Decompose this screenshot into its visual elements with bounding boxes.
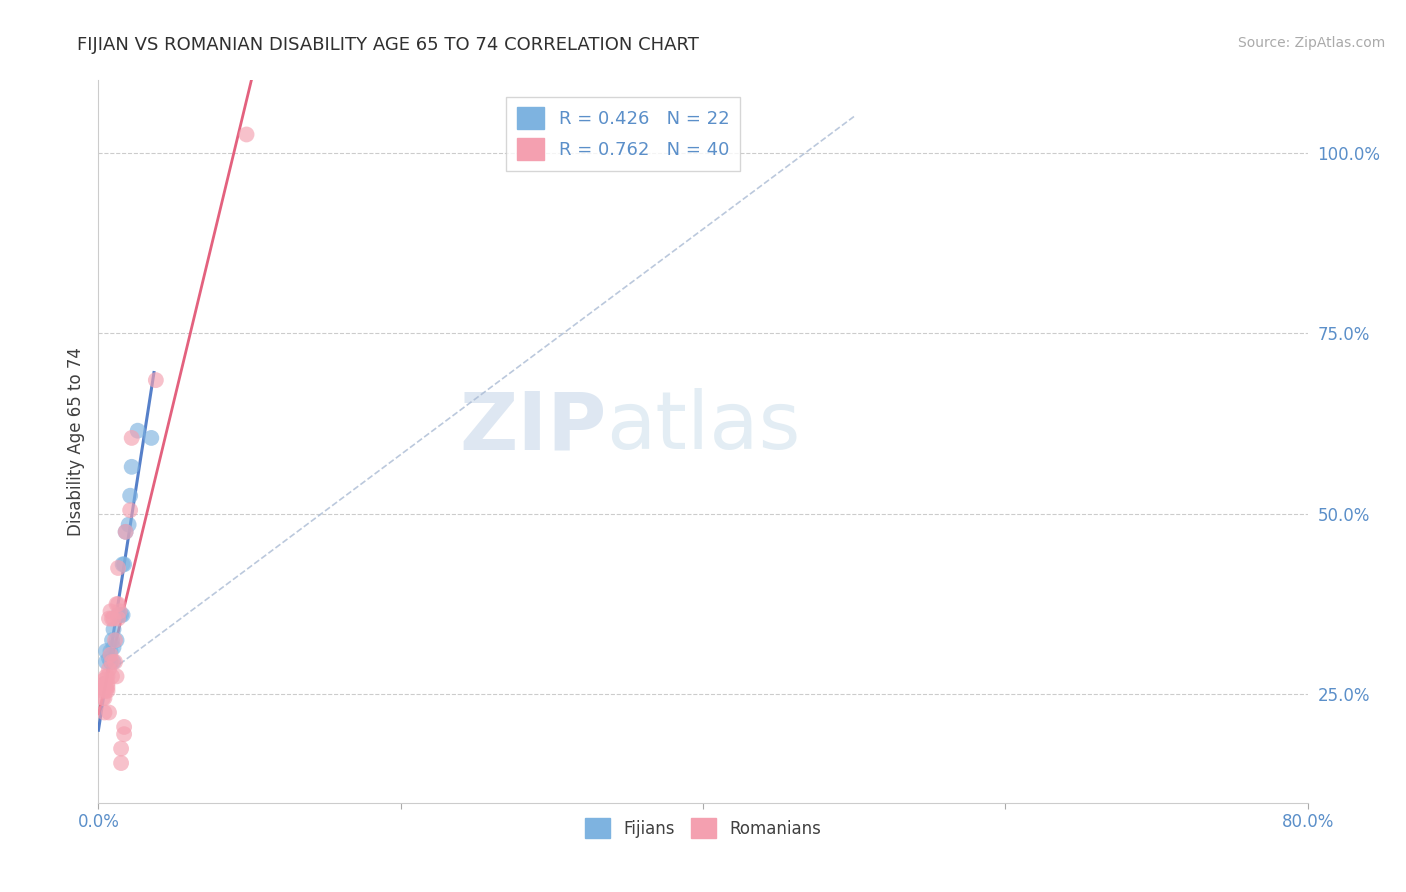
Point [110,607,132,622]
Point [111,607,134,622]
Point [114,524,136,539]
Point [107,607,129,622]
Point [110,756,132,770]
Point [94,655,117,669]
Point [114,524,136,539]
Point [96,680,118,694]
Point [235,128,257,142]
Point [127,424,149,438]
Point [112,558,135,572]
Text: Source: ZipAtlas.com: Source: ZipAtlas.com [1237,36,1385,50]
Point [105,633,128,648]
Point [103,655,125,669]
Point [94,644,117,658]
Text: ZIP: ZIP [458,388,606,467]
Y-axis label: Disability Age 65 to 74: Disability Age 65 to 74 [66,347,84,536]
Point [93,673,115,687]
Point [93,676,115,690]
Point [104,633,127,648]
Point [105,669,128,683]
Point [91,691,114,706]
Point [98,611,121,625]
Point [105,597,128,611]
Point [108,604,131,618]
Point [96,676,118,690]
Point [112,727,135,741]
Point [120,489,142,503]
Point [91,680,114,694]
Point [104,655,127,669]
Point [107,561,129,575]
Point [100,655,122,669]
Point [145,373,167,387]
Point [110,741,132,756]
Point [100,648,122,662]
Point [141,431,163,445]
Point [100,604,122,618]
Point [93,691,115,706]
Point [107,597,129,611]
Point [108,607,131,622]
Point [94,680,117,694]
Point [121,431,143,445]
Point [101,611,124,625]
Point [98,706,121,720]
Point [112,720,135,734]
Legend: Fijians, Romanians: Fijians, Romanians [578,812,828,845]
Point [103,640,125,655]
Text: FIJIAN VS ROMANIAN DISABILITY AGE 65 TO 74 CORRELATION CHART: FIJIAN VS ROMANIAN DISABILITY AGE 65 TO … [77,36,699,54]
Point [96,683,118,698]
Point [107,611,129,625]
Point [94,683,117,698]
Point [101,633,124,648]
Point [101,655,124,669]
Point [111,558,134,572]
Point [93,706,115,720]
Point [100,644,122,658]
Point [98,651,121,665]
Point [96,669,118,683]
Text: atlas: atlas [606,388,800,467]
Point [91,683,114,698]
Point [101,669,124,683]
Point [103,611,125,625]
Point [120,503,142,517]
Point [103,623,125,637]
Point [98,662,121,676]
Point [94,669,117,683]
Point [121,459,143,474]
Point [118,517,141,532]
